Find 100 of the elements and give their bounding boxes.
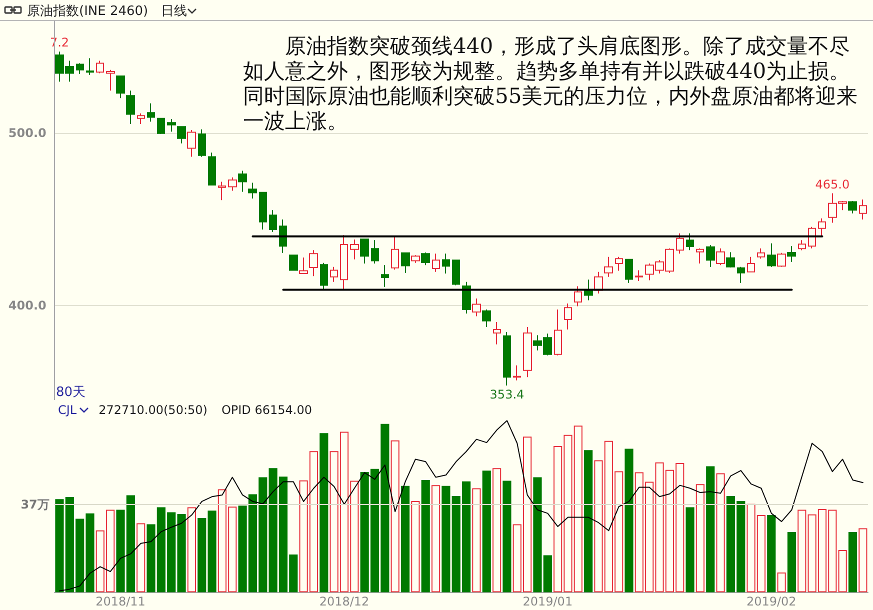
- bar: [502, 480, 512, 592]
- candlestick: [564, 303, 572, 330]
- x-tick-label: 2019/01: [522, 594, 573, 608]
- candlestick: [137, 112, 145, 125]
- annotation: 465.0: [815, 177, 850, 192]
- candlestick: [523, 326, 532, 378]
- candlestick: [513, 364, 521, 381]
- candlestick: [716, 248, 725, 266]
- candlestick: [279, 218, 287, 254]
- candlestick: [625, 258, 633, 284]
- candlestick: [391, 236, 399, 270]
- bar: [472, 488, 481, 592]
- candlestick: [309, 250, 318, 277]
- bar: [320, 433, 328, 592]
- candlestick: [452, 260, 460, 286]
- y-tick-label: 500.0: [8, 126, 46, 140]
- candlestick: [757, 248, 765, 260]
- candlestick: [340, 234, 348, 290]
- text: 272710.00(50:50): [98, 403, 208, 417]
- chart-subtitle: 日线: [161, 3, 187, 20]
- candlestick: [818, 218, 826, 238]
- candlestick: [421, 252, 430, 266]
- candlestick: [472, 298, 481, 317]
- candlestick: [177, 126, 186, 144]
- bar: [400, 486, 410, 592]
- text: CJL: [58, 403, 77, 417]
- candlestick: [289, 254, 298, 271]
- candlestick: [330, 266, 338, 282]
- bar: [421, 480, 430, 592]
- bar: [798, 510, 806, 592]
- bar: [482, 470, 491, 592]
- text: OPID 66154.00: [221, 403, 312, 417]
- x-tick-label: 2018/12: [319, 594, 370, 608]
- candlestick: [767, 242, 776, 268]
- x-tick-label: 2018/11: [96, 594, 146, 608]
- bar: [187, 507, 196, 592]
- candlestick: [574, 286, 582, 307]
- candlestick: [503, 331, 511, 386]
- candlestick: [167, 118, 176, 132]
- candlestick: [787, 246, 796, 262]
- candlestick: [859, 198, 867, 220]
- candlestick: [798, 240, 806, 251]
- candlestick: [493, 321, 501, 345]
- bar: [706, 466, 715, 592]
- bar: [838, 550, 847, 592]
- bar: [136, 523, 146, 592]
- x-tick-label: 2019/02: [746, 594, 796, 608]
- candlestick: [706, 244, 715, 268]
- bar: [411, 500, 420, 592]
- candlestick: [635, 270, 643, 282]
- candlestick: [360, 238, 369, 264]
- candlestick: [228, 176, 237, 192]
- candlestick: [401, 252, 410, 274]
- candlestick: [320, 262, 328, 290]
- candlestick: [686, 232, 694, 251]
- candlestick: [269, 210, 277, 232]
- candlestick: [86, 58, 94, 76]
- candlestick: [187, 130, 196, 158]
- bar: [431, 485, 440, 592]
- candlestick: [76, 62, 84, 74]
- bar: [492, 468, 502, 592]
- candlestick: [198, 128, 206, 158]
- candlestick: [238, 170, 247, 192]
- candlestick: [442, 253, 450, 274]
- bar: [390, 440, 400, 592]
- candlestick: [248, 182, 257, 199]
- bar: [686, 507, 694, 592]
- candlestick: [848, 200, 857, 214]
- candlestick: [106, 69, 115, 92]
- candlestick: [381, 264, 389, 288]
- candlestick: [747, 256, 755, 272]
- candlestick: [615, 256, 623, 272]
- candlestick: [371, 240, 379, 264]
- bar: [442, 486, 450, 592]
- candlestick: [696, 248, 704, 264]
- bar: [858, 528, 868, 592]
- candlestick: [432, 253, 440, 272]
- bar: [584, 450, 593, 592]
- candlestick: [584, 279, 593, 301]
- ref-line-label: 37万: [20, 498, 50, 512]
- annotation: 80天: [56, 384, 86, 401]
- candlestick: [147, 102, 155, 122]
- candlestick: [726, 252, 735, 268]
- bar: [767, 515, 776, 592]
- candlestick: [676, 232, 684, 254]
- candlestick: [411, 254, 420, 264]
- bar: [716, 473, 725, 592]
- bar: [624, 448, 634, 592]
- candlestick: [554, 309, 562, 356]
- bar: [787, 532, 796, 592]
- annotation: 353.4: [490, 388, 524, 402]
- y-tick-label: 400.0: [8, 298, 46, 312]
- candlestick: [350, 238, 359, 260]
- candlestick: [462, 281, 471, 314]
- candlestick: [157, 118, 165, 135]
- bar: [848, 532, 858, 592]
- candlestick: [737, 266, 745, 284]
- candlestick: [777, 252, 786, 268]
- candlestick: [299, 257, 308, 274]
- candlestick: [116, 75, 125, 99]
